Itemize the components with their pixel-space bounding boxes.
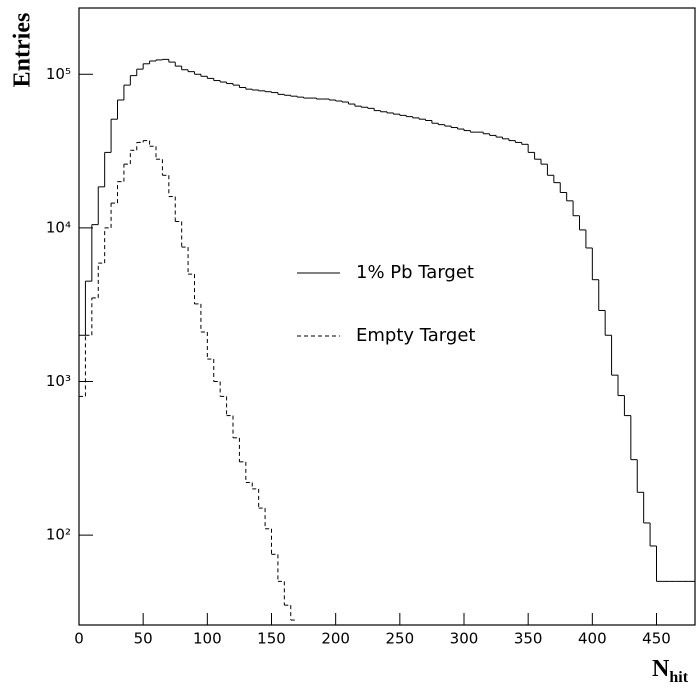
x-axis-label-sub: hit <box>669 669 688 686</box>
x-tick-label: 400 <box>578 630 607 648</box>
x-tick-label: 50 <box>134 630 153 648</box>
x-tick-label: 450 <box>642 630 671 648</box>
x-tick-label: 100 <box>193 630 222 648</box>
x-axis-label-main: N <box>652 656 670 682</box>
x-tick-label: 200 <box>321 630 350 648</box>
x-tick-label: 0 <box>74 630 84 648</box>
legend-label: Empty Target <box>356 325 475 346</box>
x-tick-label: 300 <box>450 630 479 648</box>
y-tick-label: 10⁵ <box>46 65 71 83</box>
y-tick-label: 10³ <box>46 372 71 390</box>
x-tick-label: 150 <box>257 630 286 648</box>
x-axis-label: Nhit <box>652 656 689 686</box>
y-axis-label: Entries <box>10 13 36 88</box>
x-tick-label: 350 <box>514 630 543 648</box>
y-tick-label: 10² <box>46 526 71 544</box>
plot-frame <box>78 7 696 626</box>
legend-label: 1% Pb Target <box>356 262 474 283</box>
x-tick-label: 250 <box>386 630 415 648</box>
y-tick-label: 10⁴ <box>46 218 71 236</box>
